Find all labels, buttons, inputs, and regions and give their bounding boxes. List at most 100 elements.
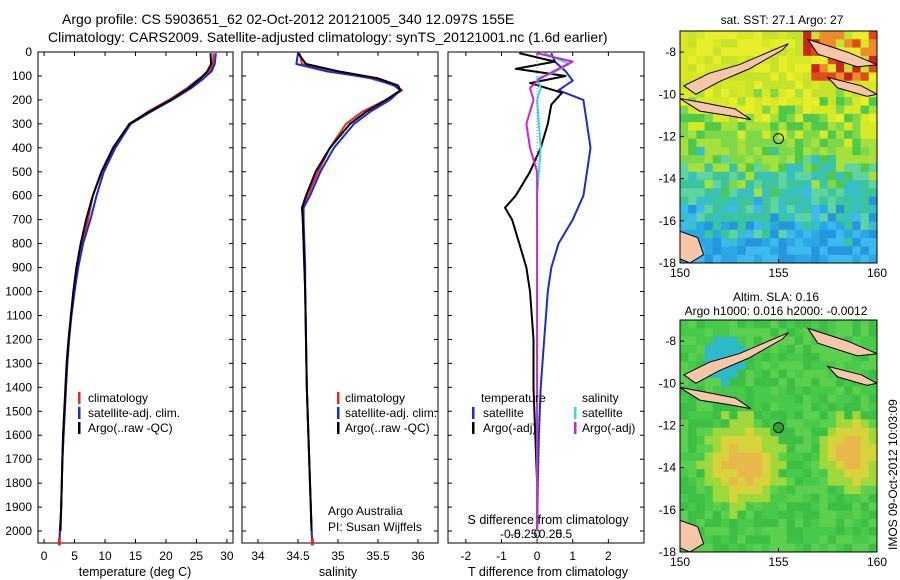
heatmap-cell [819,238,829,248]
heatmap-cell [770,238,780,248]
legend-swatch-satellite [78,407,81,419]
heatmap-cell [803,394,812,404]
heatmap-cell [794,444,804,454]
heatmap-cell [868,494,877,503]
heatmap-cell [786,97,796,107]
heatmap-cell [753,39,763,49]
heatmap-cell [786,55,796,65]
heatmap-cell [835,436,845,445]
heatmap-cell [844,535,853,545]
heatmap-cell [786,419,796,429]
heatmap-cell [803,378,812,387]
heatmap-cell [704,89,714,98]
heatmap-cell [827,328,837,338]
heatmap-cell [680,155,689,165]
heatmap-cell [753,122,763,132]
heatmap-cell [778,64,788,74]
sst-map: 150 155 160 -8 -10 -12 -14 -16 -18 [659,30,887,280]
heatmap-cell [827,344,837,354]
heatmap-cell [770,402,780,412]
heatmap-cell [803,344,812,354]
heatmap-cell [753,196,763,206]
heatmap-cell [844,113,853,123]
legend-swatch-argo [337,422,340,434]
heatmap-cell [852,502,862,512]
heatmap-cell [721,344,730,354]
heatmap-cell [827,535,837,545]
heatmap-cell [680,130,689,140]
heatmap-cell [737,527,747,537]
heatmap-cell [737,80,747,90]
heatmap-cell [753,527,763,537]
heatmap-cell [712,469,722,479]
heatmap-cell [737,419,747,429]
heatmap-cell [737,105,747,115]
heatmap-cell [770,105,780,115]
heatmap-cell [753,419,763,429]
heatmap-cell [794,535,804,545]
heatmap-cell [696,477,706,487]
heatmap-cell [860,113,870,123]
heatmap-cell [860,31,870,40]
heatmap-cell [778,105,788,115]
heatmap-cell [770,89,780,98]
heatmap-cell [721,155,730,165]
heatmap-cell [770,444,780,454]
heatmap-cell [762,510,771,520]
heatmap-cell [852,113,862,123]
heatmap-cell [835,535,845,545]
heatmap-cell [794,328,804,338]
heatmap-cell [786,386,796,396]
heatmap-cell [852,336,862,346]
heatmap-cell [835,31,845,40]
heatmap-cell [868,105,877,115]
heatmap-cell [762,344,771,354]
heatmap-cell [737,494,747,503]
heatmap-cell [680,477,689,487]
heatmap-cell [786,130,796,140]
heatmap-cell [827,72,837,82]
depth-tick-label: 200 [12,93,32,107]
heatmap-cell [762,543,771,552]
heatmap-cell [844,138,853,148]
heatmap-cell [680,31,689,40]
heatmap-cell [745,122,755,132]
heatmap-cell [688,460,698,470]
heatmap-cell [704,213,714,223]
heatmap-cell [696,221,706,231]
heatmap-cell [819,72,829,82]
heatmap-cell [688,47,698,57]
heatmap-cell [835,386,845,396]
heatmap-cell [712,535,722,545]
heatmap-cell [803,502,812,512]
heatmap-cell [729,469,739,479]
heatmap-cell [712,188,722,198]
heatmap-cell [835,477,845,487]
heatmap-cell [704,353,714,363]
island-shape [680,519,705,552]
heatmap-cell [827,477,837,487]
heatmap-cell [827,122,837,132]
heatmap-cell [844,196,853,206]
heatmap-cell [770,436,780,445]
heatmap-cell [712,64,722,74]
heatmap-cell [778,180,788,190]
heatmap-cell [729,527,739,537]
heatmap-cell [835,72,845,82]
heatmap-cell [827,105,837,115]
heatmap-cell [778,97,788,107]
heatmap-cell [844,89,853,98]
heatmap-cell [778,47,788,57]
heatmap-cell [811,171,821,181]
heatmap-cell [721,180,730,190]
heatmap-cell [827,485,837,495]
map-lat-label: -10 [659,87,677,101]
depth-tick-label: 1400 [5,380,32,394]
heatmap-cell [737,238,747,248]
heatmap-cell [844,221,853,231]
max-depth-marker [310,538,314,546]
heatmap-cell [778,254,788,263]
heatmap-cell [721,510,730,520]
heatmap-cell [762,147,771,156]
heatmap-cell [729,502,739,512]
